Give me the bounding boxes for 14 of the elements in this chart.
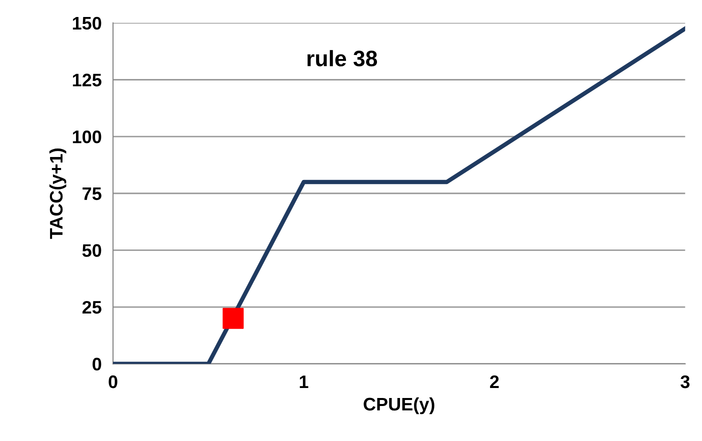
y-tick-label: 25: [82, 300, 102, 314]
x-tick-label: 3: [680, 375, 690, 388]
y-axis-title: TACC(y+1): [49, 148, 66, 239]
y-tick-label: 50: [82, 244, 102, 257]
x-tick-label: 2: [490, 375, 499, 388]
y-tick-label: 100: [72, 130, 102, 144]
annotation: rule 38: [308, 50, 378, 66]
y-tick-label: 150: [72, 16, 102, 30]
x-axis-title: CPUE(y): [364, 397, 434, 414]
y-tick-label: 0: [92, 358, 102, 371]
y-tick-label: 75: [82, 188, 102, 200]
y-tick-label: 125: [72, 74, 102, 86]
x-tick-label: 0: [108, 375, 118, 388]
x-tick-label: 1: [300, 376, 308, 388]
